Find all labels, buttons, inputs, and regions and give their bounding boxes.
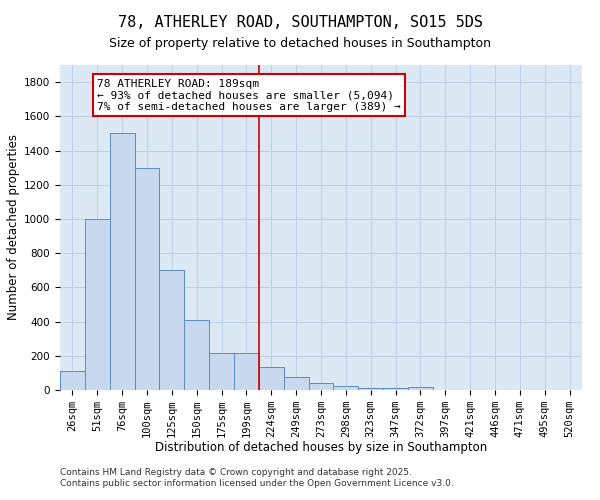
Text: 78 ATHERLEY ROAD: 189sqm
← 93% of detached houses are smaller (5,094)
7% of semi: 78 ATHERLEY ROAD: 189sqm ← 93% of detach… [97,78,401,112]
Bar [209,353,234,390]
Bar [259,367,284,390]
Bar [408,386,433,390]
Bar [60,371,85,390]
Text: Size of property relative to detached houses in Southampton: Size of property relative to detached ho… [109,38,491,51]
Y-axis label: Number of detached properties: Number of detached properties [7,134,20,320]
Bar [184,320,209,390]
Bar [383,388,408,390]
Bar [110,134,134,390]
Bar [358,388,383,390]
Bar [134,168,160,390]
Text: Contains HM Land Registry data © Crown copyright and database right 2025.
Contai: Contains HM Land Registry data © Crown c… [60,468,454,487]
Bar [160,270,184,390]
Bar [308,383,334,390]
Bar [284,377,308,390]
Bar [234,353,259,390]
Bar [334,386,358,390]
Bar [85,219,110,390]
Text: 78, ATHERLEY ROAD, SOUTHAMPTON, SO15 5DS: 78, ATHERLEY ROAD, SOUTHAMPTON, SO15 5DS [118,15,482,30]
X-axis label: Distribution of detached houses by size in Southampton: Distribution of detached houses by size … [155,442,487,454]
